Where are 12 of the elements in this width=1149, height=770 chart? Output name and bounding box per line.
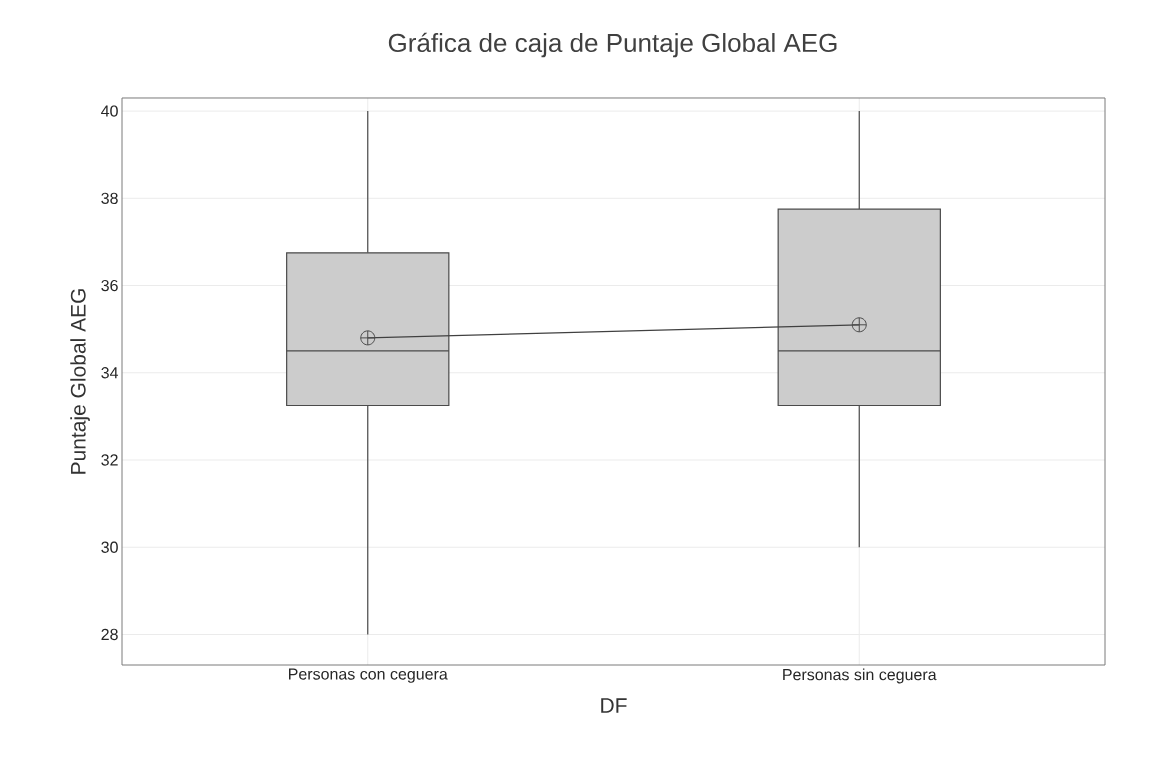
y-tick-label: 36 <box>101 279 118 292</box>
y-tick-label: 30 <box>101 541 118 553</box>
y-tick-label: 40 <box>101 105 118 117</box>
x-tick-label: Personas sin ceguera <box>783 668 937 684</box>
y-tick-label: 28 <box>101 628 118 641</box>
y-tick-label: 32 <box>101 454 118 466</box>
y-tick-label: 38 <box>101 192 118 204</box>
chart-title: Gráfica de caja de Puntaje Global AEG <box>388 32 837 58</box>
x-axis-title: DF <box>601 698 627 713</box>
y-tick-label: 34 <box>101 367 119 379</box>
x-tick-label: Personas con ceguera <box>289 668 448 683</box>
y-axis-title: Puntaje Global AEG <box>70 289 90 474</box>
